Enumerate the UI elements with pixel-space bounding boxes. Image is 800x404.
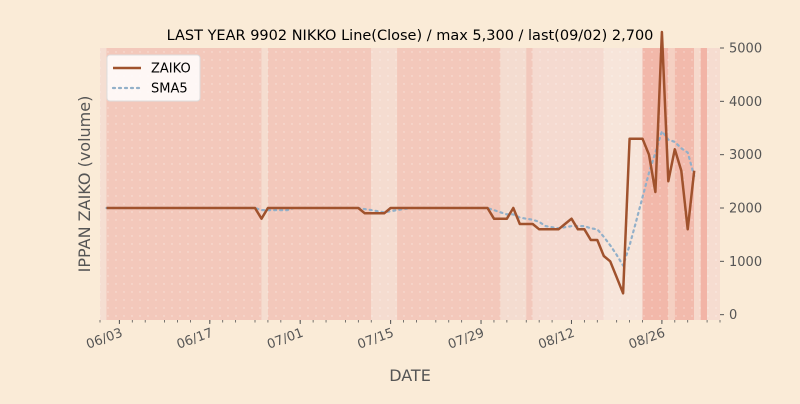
y-axis-label: IPPAN ZAIKO (volume) — [75, 96, 94, 273]
series-line-zaiko — [106, 30, 696, 295]
x-tick-label: 07/15 — [356, 326, 396, 353]
legend-label-sma5: SMA5 — [151, 82, 188, 97]
x-tick-label: 08/12 — [536, 326, 576, 353]
y-tick-label: 1000 — [729, 255, 762, 270]
y-tick-label: 3000 — [729, 148, 762, 163]
y-tick-label: 2000 — [729, 202, 762, 217]
y-tick-label: 0 — [729, 308, 737, 323]
legend-box — [106, 54, 201, 102]
y-tick-label: 5000 — [729, 42, 762, 57]
x-tick-label: 07/29 — [446, 326, 486, 353]
chart-title: LAST YEAR 9902 NIKKO Line(Close) / max 5… — [167, 28, 654, 44]
y-tick-label: 4000 — [729, 95, 762, 110]
x-tick-label: 06/17 — [175, 326, 215, 353]
x-tick-label: 07/01 — [265, 326, 305, 353]
x-axis-label: DATE — [389, 366, 431, 385]
legend-label-zaiko: ZAIKO — [151, 62, 191, 77]
x-tick-label: 06/03 — [84, 326, 124, 353]
series-lines — [105, 30, 696, 295]
legend: ZAIKO SMA5 — [106, 54, 201, 102]
x-tick-label: 08/26 — [627, 326, 667, 353]
